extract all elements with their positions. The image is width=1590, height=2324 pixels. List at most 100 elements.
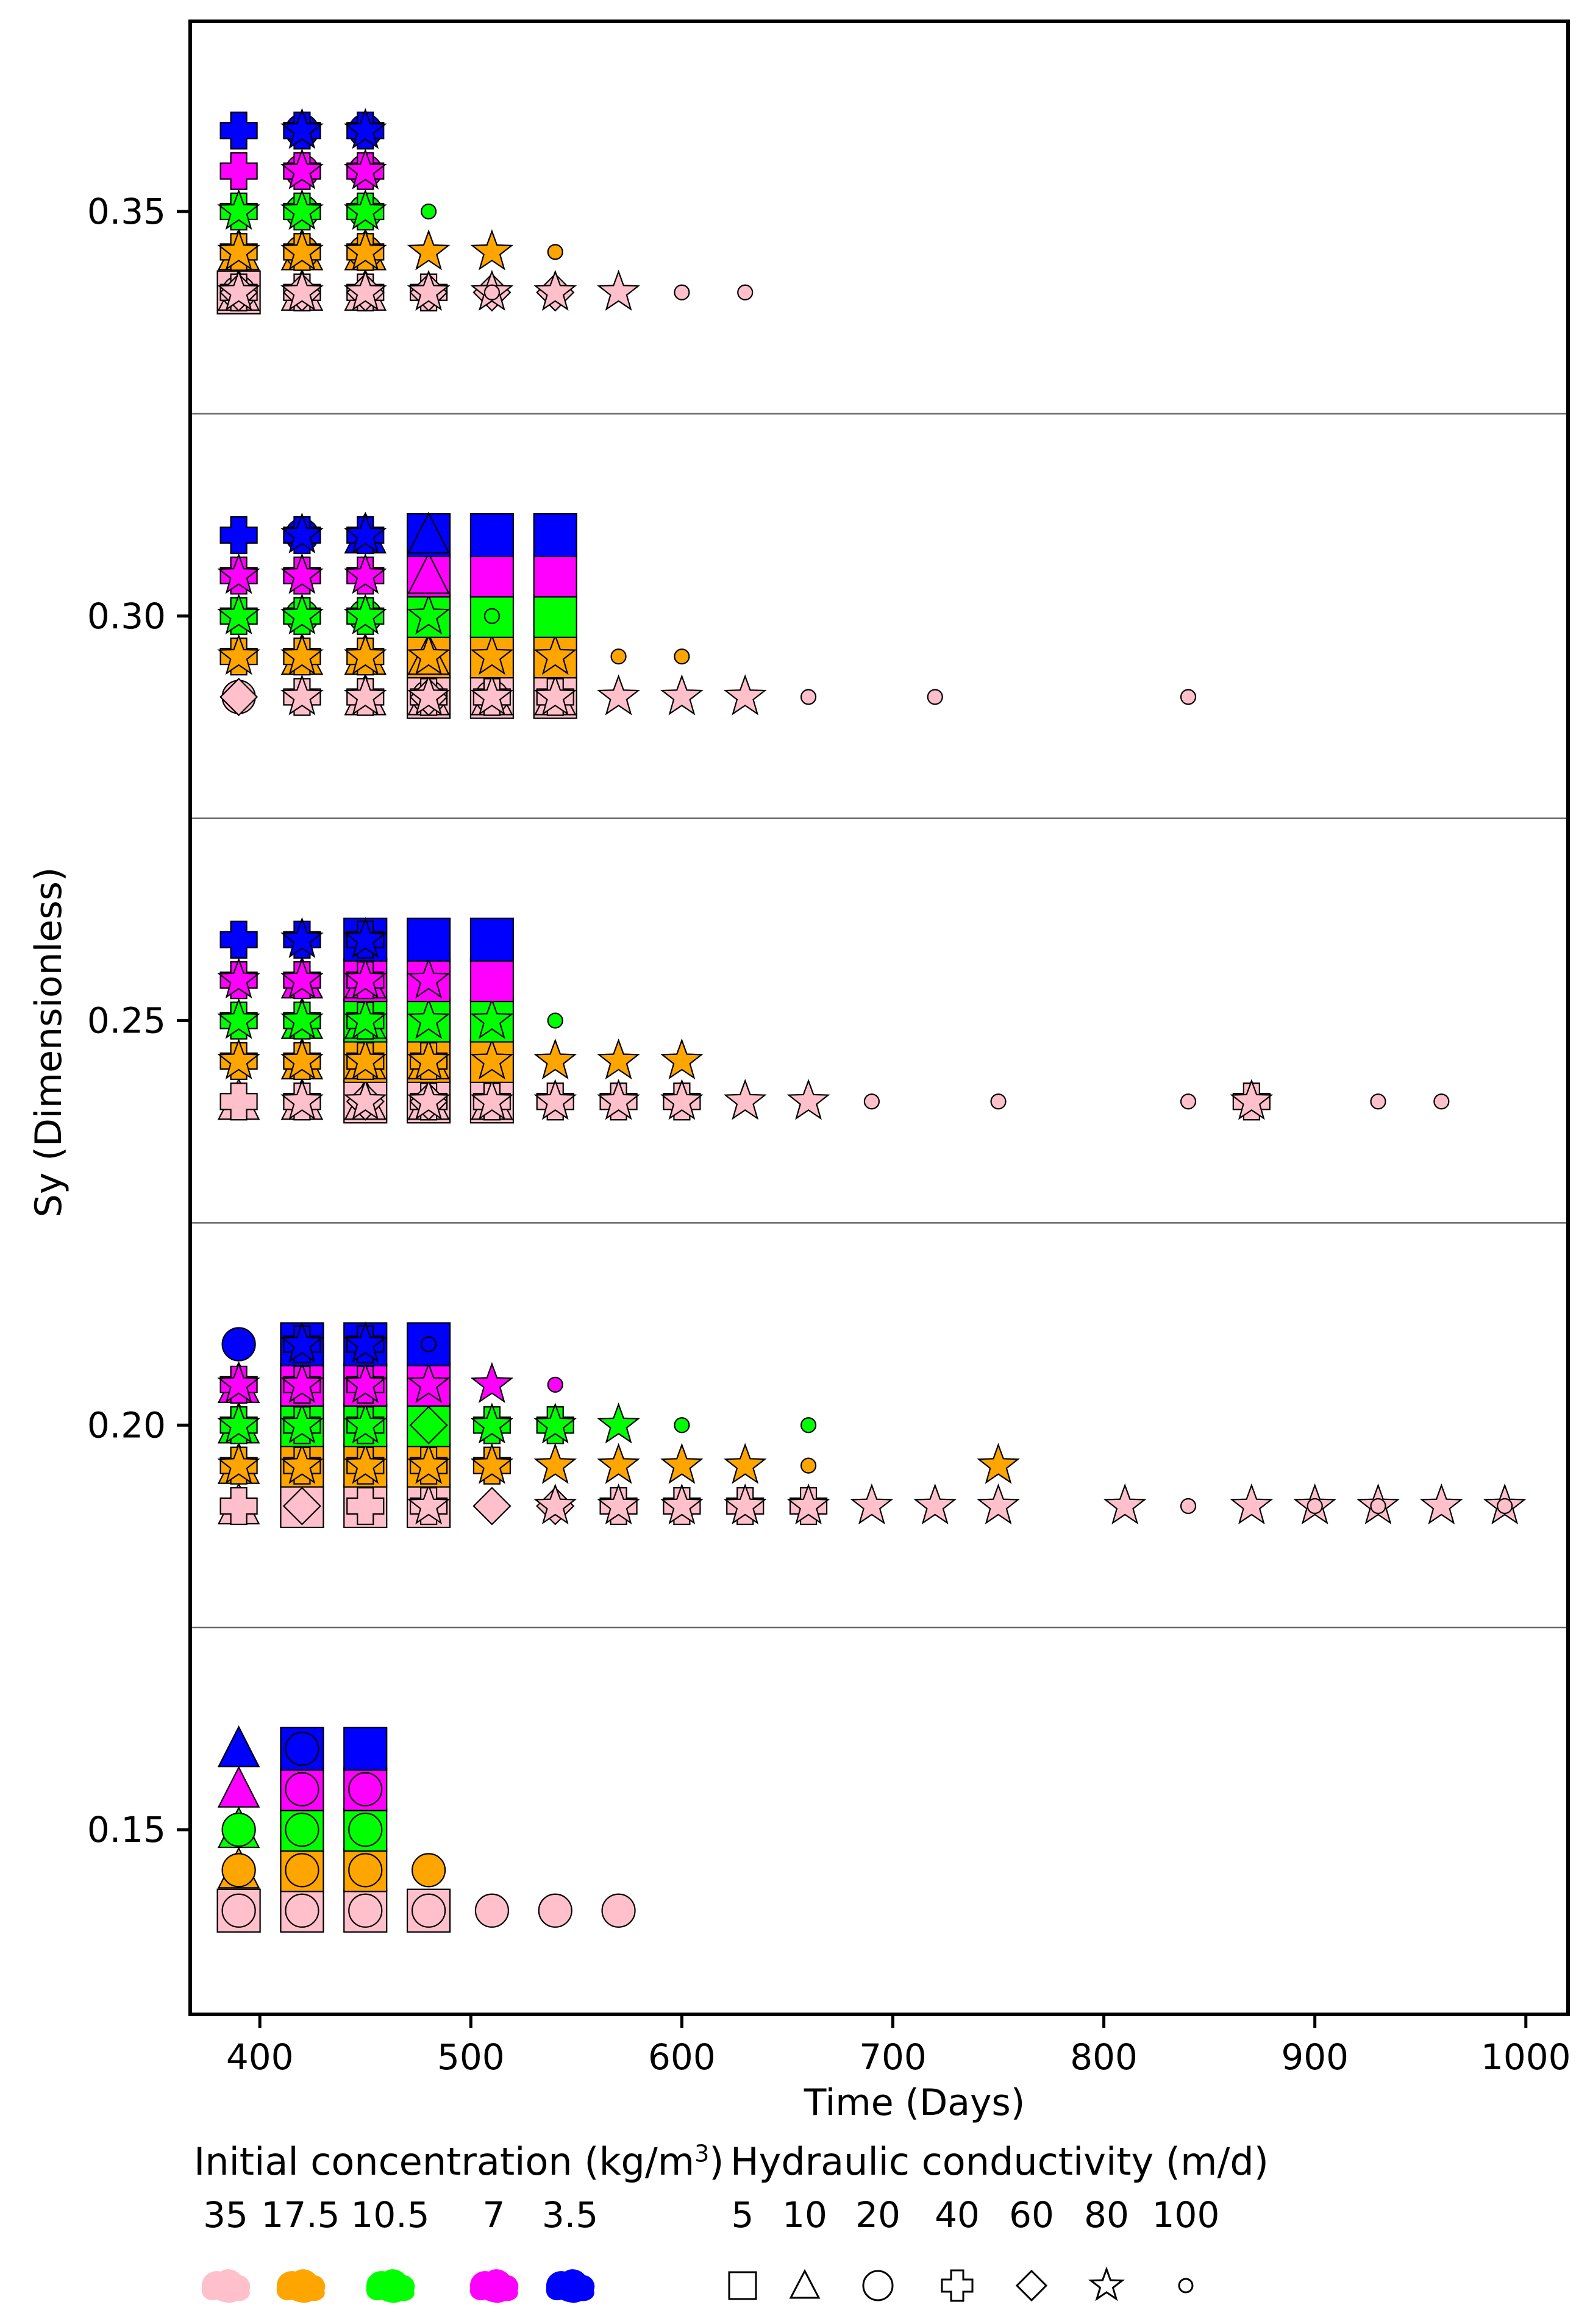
data-point	[343, 1038, 387, 1080]
data-point	[217, 1402, 260, 1444]
data-point	[674, 649, 690, 665]
data-point	[469, 958, 515, 1003]
data-point	[280, 998, 324, 1039]
conductivity-legend-value: 40	[935, 2194, 980, 2236]
data-point	[407, 1443, 451, 1484]
data-point	[343, 1443, 387, 1484]
data-point	[343, 1727, 388, 1771]
data-point	[407, 633, 451, 675]
series-sy-0.15-conc-17.5	[217, 1846, 446, 1892]
x-tick-label: 400	[226, 2036, 294, 2078]
data-point	[470, 1402, 514, 1444]
data-point	[280, 1362, 324, 1404]
data-point	[407, 552, 450, 594]
x-tick-label: 900	[1281, 2036, 1349, 2078]
data-point	[469, 513, 515, 558]
data-point	[217, 1038, 260, 1080]
concentration-swatch-icon	[546, 2269, 595, 2303]
data-point	[217, 229, 260, 271]
scatter-chart: 400 500 600 700 800 900 1000 0.15 0.20 0.25 0.30 0.…	[27, 20, 1571, 2124]
data-point	[407, 674, 451, 716]
data-point	[280, 674, 324, 716]
concentration-legend-title: Initial concentration (kg/m3)	[194, 2139, 724, 2184]
data-point	[280, 188, 324, 230]
data-point	[407, 1038, 451, 1080]
data-point	[219, 1082, 258, 1121]
data-point	[470, 1362, 514, 1404]
data-point	[474, 1893, 510, 1928]
data-point	[601, 1893, 636, 1928]
series-sy-0.2-conc-35	[217, 1482, 1527, 1529]
data-point	[533, 1443, 577, 1484]
data-point	[800, 1417, 817, 1434]
data-point	[219, 112, 258, 150]
data-point	[1103, 1483, 1147, 1525]
series-sy-0.35-conc-7	[219, 148, 387, 190]
series-sy-0.15-conc-7	[217, 1766, 388, 1811]
y-tick-label: 0.30	[87, 595, 166, 637]
series-sy-0.25-conc-3.5	[219, 917, 515, 962]
square-icon	[728, 2271, 757, 2300]
data-point	[280, 1321, 324, 1363]
data-point	[406, 917, 451, 962]
data-point	[927, 689, 943, 705]
concentration-legend-value: 10.5	[351, 2194, 430, 2236]
data-point	[221, 1812, 256, 1847]
data-point	[723, 1443, 767, 1484]
data-point	[280, 269, 324, 311]
data-point	[348, 1812, 383, 1847]
concentration-legend-value: 7	[482, 2194, 505, 2236]
series-sy-0.15-conc-35	[216, 1888, 636, 1933]
data-point	[483, 608, 501, 624]
data-point	[547, 244, 563, 260]
data-point	[597, 1038, 640, 1080]
plot-frame	[188, 20, 1570, 2016]
conductivity-legend-value: 60	[1009, 2194, 1054, 2236]
data-point	[280, 1443, 324, 1484]
data-point	[343, 957, 387, 999]
data-point	[280, 512, 324, 554]
data-point	[280, 108, 324, 149]
data-point	[660, 1079, 704, 1120]
data-point	[470, 633, 514, 675]
series-sy-0.2-conc-17.5	[217, 1442, 1020, 1488]
data-point	[1497, 1498, 1513, 1515]
data-point	[280, 593, 324, 634]
series-sy-0.35-conc-17.5	[217, 228, 563, 271]
data-point	[597, 1079, 640, 1120]
data-point	[407, 957, 451, 999]
conductivity-legend-value: 10	[782, 2194, 827, 2236]
x-tick-label: 1000	[1481, 2036, 1571, 2078]
data-point	[533, 1038, 577, 1080]
series-sy-0.35-conc-10.5	[217, 188, 437, 231]
data-point	[217, 553, 260, 594]
concentration-legend-value: 17.5	[261, 2194, 340, 2236]
data-point	[533, 513, 577, 558]
series-sy-0.25-conc-7	[217, 956, 515, 1003]
data-point	[343, 1321, 387, 1363]
series-sy-0.2-conc-10.5	[217, 1401, 817, 1448]
data-point	[343, 553, 387, 594]
data-point	[219, 677, 258, 717]
data-point	[217, 269, 260, 311]
data-point	[533, 633, 577, 675]
data-point	[913, 1483, 957, 1525]
data-point	[217, 593, 260, 634]
data-point	[420, 203, 437, 220]
data-point	[660, 1038, 704, 1080]
data-point	[407, 269, 451, 311]
data-point	[343, 229, 387, 271]
y-tick-label: 0.35	[87, 191, 166, 232]
data-point	[407, 511, 450, 554]
data-point	[219, 1487, 258, 1526]
data-point	[723, 674, 767, 716]
data-point	[343, 148, 387, 190]
data-point	[597, 1443, 640, 1484]
data-point	[280, 1079, 324, 1120]
data-point	[217, 1766, 260, 1808]
data-point	[533, 1079, 577, 1120]
series-sy-0.2-conc-3.5	[221, 1321, 451, 1366]
data-point	[538, 1893, 572, 1928]
data-point	[786, 1079, 830, 1120]
data-point	[348, 1853, 383, 1888]
